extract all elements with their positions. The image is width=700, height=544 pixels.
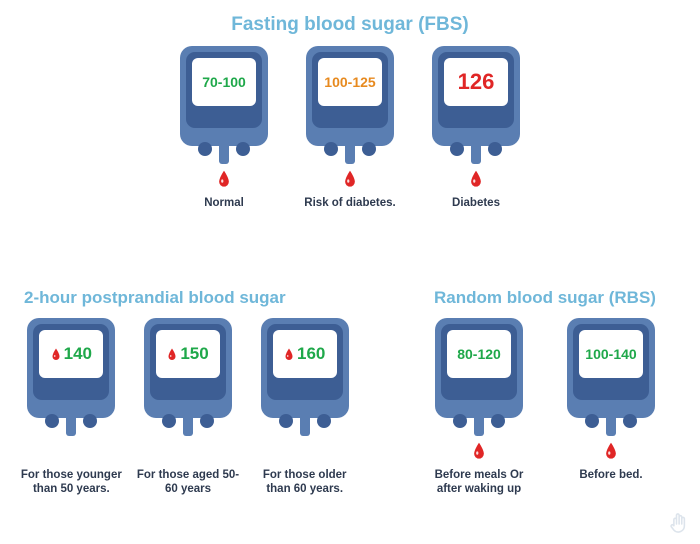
hand-logo-icon — [666, 510, 694, 538]
blood-drop-icon — [472, 442, 486, 460]
blood-drop-icon — [217, 170, 231, 188]
section-title-postprandial: 2-hour postprandial blood sugar — [18, 288, 358, 308]
blood-drop-icon — [343, 170, 357, 188]
meter-label: Normal — [204, 196, 244, 210]
meter-value: 100-140 — [585, 346, 636, 362]
section-fbs: Fasting blood sugar (FBS) 70-100 Normal — [160, 14, 540, 210]
meters-row-fbs: 70-100 Normal 100-125 Risk of diabetes. — [160, 46, 540, 210]
meter-value: 126 — [458, 69, 495, 95]
meter-col: 100-140 Before bed. — [557, 318, 665, 497]
meter-label: Risk of diabetes. — [304, 196, 395, 210]
meter-label: For those older than 60 years. — [251, 468, 358, 497]
blood-drop-icon — [469, 170, 483, 188]
glucose-meter-icon: 100-140 — [567, 318, 655, 436]
section-title-fbs: Fasting blood sugar (FBS) — [160, 14, 540, 36]
glucose-meter-icon: 80-120 — [435, 318, 523, 436]
glucose-meter-icon: 140 — [27, 318, 115, 436]
glucose-meter-icon: 160 — [261, 318, 349, 436]
glucose-meter-icon: 70-100 — [180, 46, 268, 164]
glucose-meter-icon: 100-125 — [306, 46, 394, 164]
meter-col: 150 For those aged 50-60 years — [135, 318, 242, 497]
meter-value: 100-125 — [324, 74, 375, 90]
meters-row-rbs: 80-120 Before meals Or after waking up 1… — [410, 318, 680, 497]
glucose-meter-icon: 150 — [144, 318, 232, 436]
meter-label: For those aged 50-60 years — [135, 468, 242, 497]
section-postprandial: 2-hour postprandial blood sugar 140 For … — [18, 288, 358, 497]
meter-label: Diabetes — [452, 196, 500, 210]
meter-value: 150 — [180, 344, 208, 364]
meter-col: 126 Diabetes — [422, 46, 530, 210]
blood-drop-icon — [604, 442, 618, 460]
section-title-rbs: Random blood sugar (RBS) — [410, 288, 680, 308]
meter-value: 160 — [297, 344, 325, 364]
blood-drop-icon — [167, 348, 177, 361]
meter-col: 100-125 Risk of diabetes. — [296, 46, 404, 210]
meter-value: 140 — [64, 344, 92, 364]
meters-row-postprandial: 140 For those younger than 50 years. 150 — [18, 318, 358, 497]
meter-col: 160 For those older than 60 years. — [251, 318, 358, 497]
section-rbs: Random blood sugar (RBS) 80-120 Before m… — [410, 288, 680, 497]
meter-label: For those younger than 50 years. — [18, 468, 125, 497]
meter-value: 70-100 — [202, 74, 246, 90]
meter-label: Before bed. — [579, 468, 642, 482]
meter-value: 80-120 — [457, 346, 501, 362]
meter-col: 70-100 Normal — [170, 46, 278, 210]
meter-col: 140 For those younger than 50 years. — [18, 318, 125, 497]
blood-drop-icon — [284, 348, 294, 361]
meter-label: Before meals Or after waking up — [425, 468, 533, 497]
blood-drop-icon — [51, 348, 61, 361]
glucose-meter-icon: 126 — [432, 46, 520, 164]
meter-col: 80-120 Before meals Or after waking up — [425, 318, 533, 497]
